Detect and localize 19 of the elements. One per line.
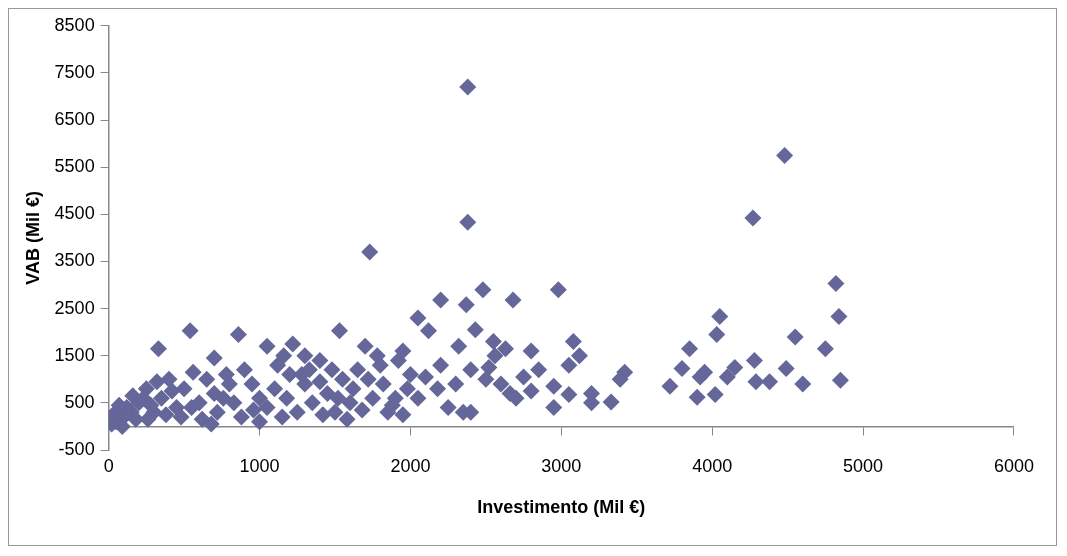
y-tick-label: 5500 [54,156,95,177]
y-tick-label: 2500 [54,297,95,318]
y-axis-title: VAB (Mil €) [22,191,43,285]
x-tick-label: 6000 [993,456,1034,477]
x-tick-label: 3000 [541,456,582,477]
x-tick-label: 2000 [390,456,431,477]
y-tick-label: -500 [58,438,95,459]
x-tick-label: 1000 [239,456,280,477]
x-tick-label: 5000 [843,456,884,477]
y-tick-label: 7500 [54,61,95,82]
y-tick-label: 8500 [54,14,95,35]
y-tick-label: 500 [64,391,95,412]
x-tick-label: 0 [103,456,114,477]
x-tick-label: 4000 [692,456,733,477]
y-tick-label: 1500 [54,344,95,365]
x-axis-title: Investimento (Mil €) [477,496,646,517]
y-tick-label: 3500 [54,250,95,271]
y-tick-label: 6500 [54,109,95,130]
y-tick-label: 4500 [54,203,95,224]
